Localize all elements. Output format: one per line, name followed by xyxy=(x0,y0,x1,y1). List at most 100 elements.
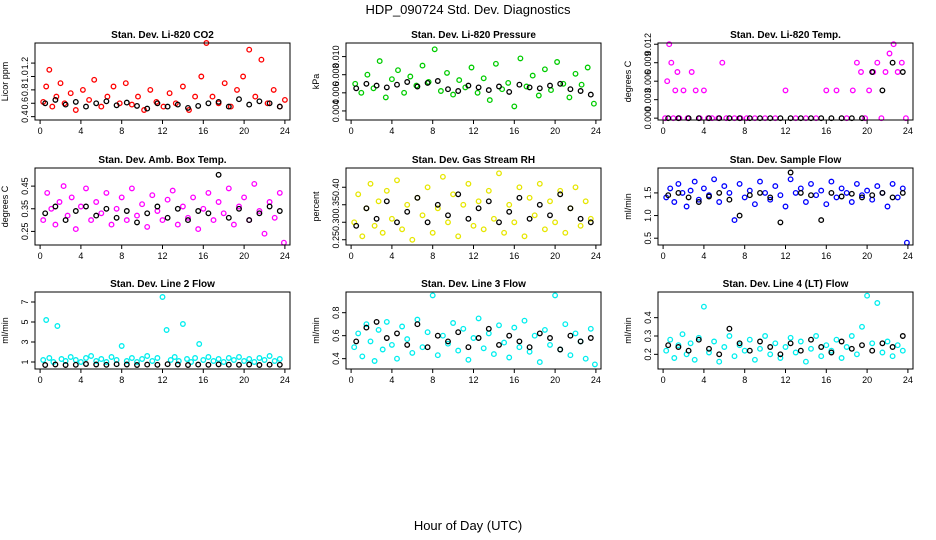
x-tick-label: 0 xyxy=(38,126,43,136)
hourly-point xyxy=(373,82,380,89)
hourly-point xyxy=(103,98,110,105)
data-point xyxy=(358,89,365,96)
data-point xyxy=(383,187,390,194)
hourly-point xyxy=(144,105,151,112)
data-point xyxy=(395,67,401,74)
data-point xyxy=(437,88,444,94)
hourly-point xyxy=(899,333,906,339)
data-point xyxy=(154,355,161,361)
x-tick-label: 8 xyxy=(119,251,124,261)
data-point xyxy=(480,345,487,352)
data-point xyxy=(587,215,594,222)
data-point xyxy=(480,226,487,233)
data-point xyxy=(40,357,47,363)
hourly-point xyxy=(445,212,451,219)
data-point xyxy=(431,46,438,53)
data-point xyxy=(252,93,259,100)
data-point xyxy=(359,353,366,360)
hourly-point xyxy=(205,361,212,368)
x-tick-label: 0 xyxy=(661,375,666,385)
data-point xyxy=(731,217,738,224)
hourly-point xyxy=(424,219,431,226)
hourly-point xyxy=(465,215,472,222)
data-point xyxy=(757,178,763,185)
data-point xyxy=(516,184,523,191)
data-point xyxy=(541,226,548,233)
data-point xyxy=(517,55,524,62)
y-tick-label: 1.0 xyxy=(643,209,653,222)
data-point xyxy=(672,87,679,94)
hourly-point xyxy=(455,329,462,336)
data-point xyxy=(849,87,856,94)
data-point xyxy=(450,320,457,326)
data-point xyxy=(174,221,181,228)
x-tick-label: 8 xyxy=(430,126,435,136)
data-point xyxy=(409,236,416,243)
hourly-point xyxy=(154,100,161,107)
x-tick-label: 20 xyxy=(550,375,560,385)
data-point xyxy=(536,180,543,187)
data-point xyxy=(572,330,579,337)
data-point xyxy=(516,344,523,351)
data-point xyxy=(858,69,864,75)
data-point xyxy=(485,330,492,337)
panel-title: Stan. Dev. Amb. Box Temp. xyxy=(98,155,226,166)
data-point xyxy=(501,229,508,236)
hourly-point xyxy=(526,344,533,351)
hourly-point xyxy=(577,88,584,94)
hourly-point xyxy=(869,69,876,75)
plot-frame xyxy=(657,291,914,370)
x-tick-label: 12 xyxy=(780,126,790,136)
hourly-point xyxy=(536,85,543,92)
hourly-point xyxy=(838,338,845,345)
data-point xyxy=(582,355,589,362)
hourly-point xyxy=(859,194,865,201)
hourly-point xyxy=(195,361,202,368)
data-point xyxy=(139,201,146,208)
data-point xyxy=(874,59,881,66)
y-tick-label: 0.5 xyxy=(643,232,653,245)
data-point xyxy=(792,349,799,356)
data-point xyxy=(721,183,728,190)
x-tick-label: 0 xyxy=(349,126,354,136)
y-tick-label: 0.8 xyxy=(331,306,341,319)
hourly-point xyxy=(205,100,212,107)
hourly-point xyxy=(113,214,120,221)
data-point xyxy=(404,201,411,208)
hourly-point xyxy=(577,338,584,345)
hourly-point xyxy=(879,340,886,347)
hourly-point xyxy=(225,214,232,221)
data-point xyxy=(364,71,371,78)
hourly-point xyxy=(154,203,161,210)
y-tick-label: 1.0 xyxy=(20,70,30,83)
data-point xyxy=(379,229,386,236)
data-point xyxy=(40,217,47,224)
data-point xyxy=(726,189,733,196)
hourly-point xyxy=(276,361,283,368)
data-point xyxy=(894,342,901,349)
data-point xyxy=(104,93,111,100)
hourly-point xyxy=(587,219,594,226)
data-point xyxy=(667,185,674,192)
x-tick-label: 20 xyxy=(550,126,560,136)
data-point xyxy=(281,96,288,103)
y-tick-label: 0.3 xyxy=(643,330,653,343)
data-point xyxy=(163,327,170,333)
hourly-point xyxy=(706,345,712,352)
data-point xyxy=(853,180,860,187)
x-axis-label: Hour of Day (UTC) xyxy=(413,518,523,533)
panel-2: Stan. Dev. Li-820 Pressure kPa 0 4 8 12 16 20 24… xyxy=(311,30,602,136)
x-tick-label: 8 xyxy=(742,375,747,385)
x-tick-label: 0 xyxy=(661,126,666,136)
hourly-point xyxy=(777,219,784,226)
plot-frame xyxy=(657,167,914,246)
hourly-point xyxy=(869,347,876,354)
data-point xyxy=(562,229,569,236)
hourly-point xyxy=(516,194,523,201)
data-point xyxy=(823,342,830,349)
data-point xyxy=(552,219,559,226)
panel-5: Stan. Dev. Gas Stream RH percent 0 4 8 12 16 20… xyxy=(311,155,602,261)
x-tick-label: 12 xyxy=(468,375,478,385)
x-tick-label: 0 xyxy=(349,251,354,261)
data-point xyxy=(64,212,71,219)
